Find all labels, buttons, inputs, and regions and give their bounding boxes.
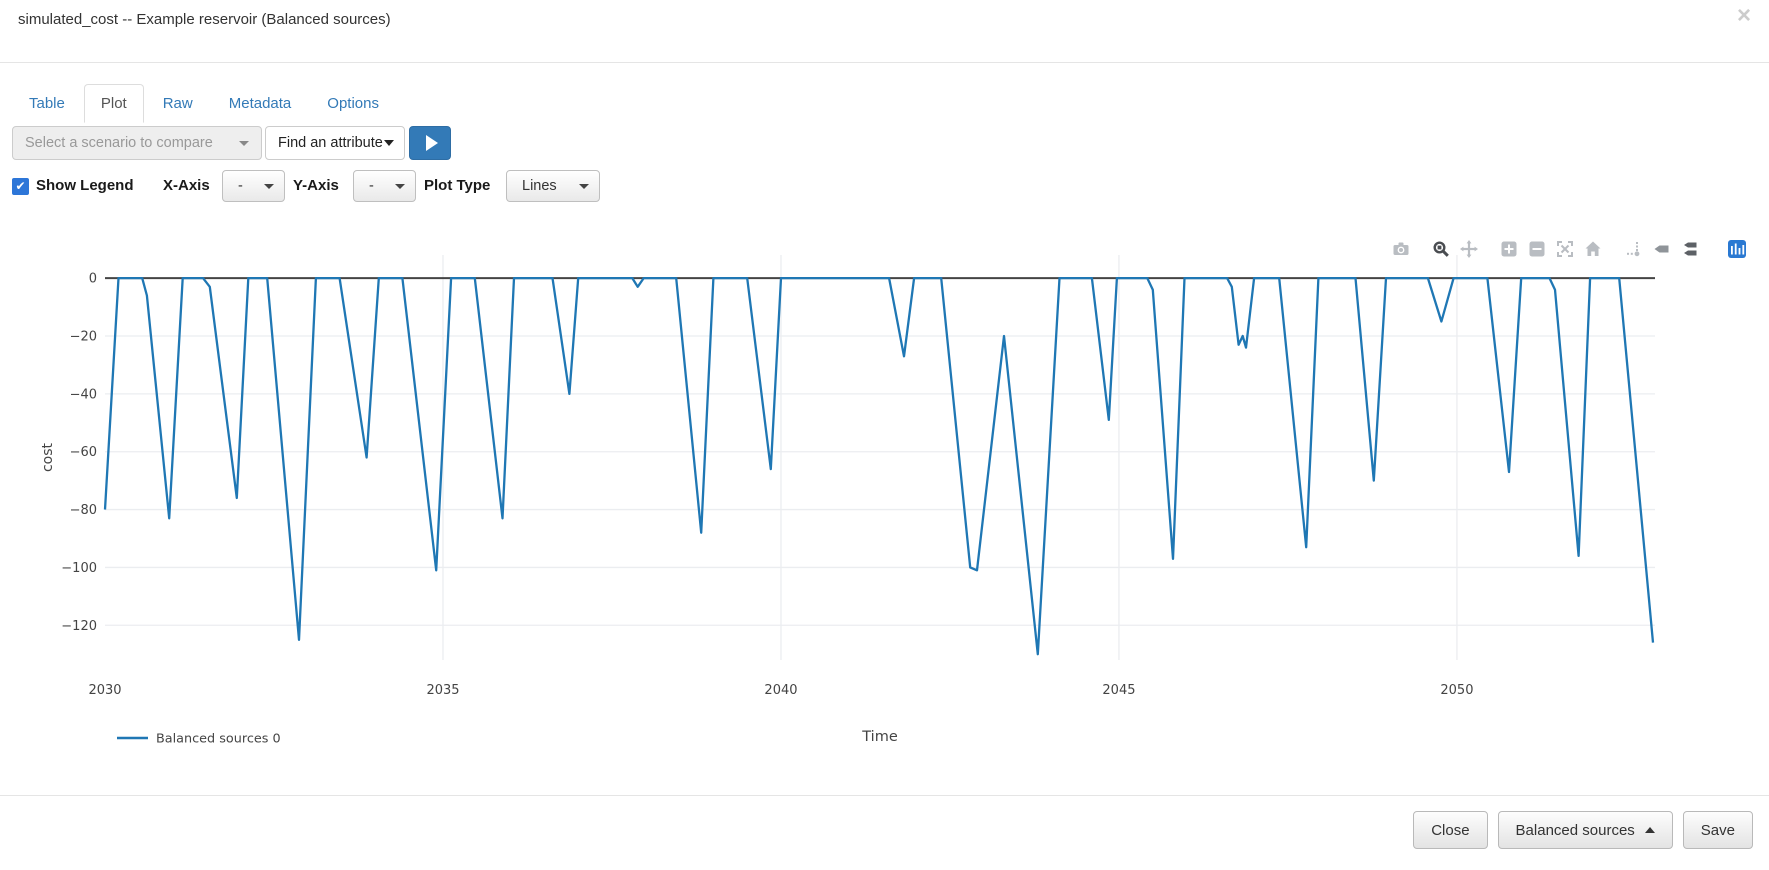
svg-text:−60: −60 [70,445,97,460]
plot-type-select-value: Lines [522,178,557,194]
x-axis-title: Time [861,729,898,745]
tab-plot[interactable]: Plot [83,84,144,123]
y-axis-label: Y-Axis [293,177,339,194]
svg-text:−100: −100 [61,561,97,576]
modebar-group [1500,240,1602,258]
x-axis-select[interactable]: - [222,170,285,202]
reset-axes-icon[interactable] [1584,240,1602,258]
button-label: Balanced sources [1515,821,1635,839]
legend[interactable]: Balanced sources 0 [117,732,281,747]
modebar-group [1392,240,1410,258]
zoom-in-icon[interactable] [1500,240,1518,258]
gridlines [105,255,1655,660]
attribute-select-value: Find an attribute [278,135,383,151]
chevron-down-icon [239,140,249,146]
play-icon [425,135,438,151]
tab-metadata[interactable]: Metadata [228,95,292,112]
x-axis-ticks: 2030 2035 2040 2045 2050 [88,683,1473,698]
chevron-down-icon [384,140,394,146]
plot-controls-row: ✔ Show Legend X-Axis - Y-Axis - Plot Typ… [0,170,1769,202]
y-axis-select[interactable]: - [353,170,416,202]
show-legend-label: Show Legend [36,177,134,194]
chevron-down-icon [264,183,274,189]
attribute-select[interactable]: Find an attribute [265,126,405,160]
svg-text:2045: 2045 [1102,683,1135,698]
cost-time-plot[interactable]: 2030 2035 2040 2045 2050 0 −20 −40 −60 −80 −100 −12… [0,210,1769,770]
zoom-icon[interactable] [1432,240,1450,258]
play-button[interactable] [409,126,451,160]
plotly-modebar [1392,240,1746,258]
chevron-up-icon [1644,827,1655,833]
balanced-sources-button[interactable]: Balanced sources [1497,811,1673,849]
plot-type-select[interactable]: Lines [506,170,600,202]
pan-icon[interactable] [1460,240,1478,258]
footer-divider [0,795,1769,796]
modebar-group [1432,240,1478,258]
spikelines-icon[interactable] [1624,240,1642,258]
plotly-logo-icon[interactable] [1728,240,1746,258]
zoom-out-icon[interactable] [1528,240,1546,258]
chevron-down-icon [579,183,589,189]
header-divider [0,62,1769,63]
footer-buttons: Close Balanced sources Save [1413,811,1753,849]
svg-text:2050: 2050 [1440,683,1473,698]
tab-bar: Table Plot Raw Metadata Options [12,84,398,123]
modebar-group [1624,240,1698,258]
y-axis-select-value: - [369,178,374,194]
x-axis-label: X-Axis [163,177,210,194]
chevron-down-icon [395,183,405,189]
svg-text:−120: −120 [61,619,97,634]
x-axis-select-value: - [238,178,243,194]
svg-text:2040: 2040 [764,683,797,698]
save-button[interactable]: Save [1682,811,1753,849]
scenario-compare-placeholder: Select a scenario to compare [25,135,213,151]
modebar-group [1728,240,1746,258]
hover-closest-icon[interactable] [1652,240,1670,258]
svg-text:0: 0 [89,272,97,287]
hover-compare-icon[interactable] [1680,240,1698,258]
y-axis-ticks: 0 −20 −40 −60 −80 −100 −120 [61,272,97,634]
svg-text:−20: −20 [70,330,97,345]
line-chart[interactable]: 2030 2035 2040 2045 2050 0 −20 −40 −60 −80 −100 −12… [0,210,1769,770]
autoscale-icon[interactable] [1556,240,1574,258]
button-label: Close [1431,821,1470,839]
series-line[interactable] [103,276,1655,656]
compare-controls-row: Select a scenario to compare Find an att… [0,126,1769,160]
svg-text:−40: −40 [70,387,97,402]
y-axis-title: cost [40,442,56,472]
legend-label: Balanced sources 0 [156,732,281,747]
close-button[interactable]: Close [1413,811,1488,849]
tab-raw[interactable]: Raw [162,95,193,112]
tab-table[interactable]: Table [29,95,65,112]
camera-icon[interactable] [1392,240,1410,258]
button-label: Save [1700,821,1735,839]
tab-options[interactable]: Options [327,95,379,112]
modal-title: simulated_cost -- Example reservoir (Bal… [18,11,391,28]
show-legend-checkbox[interactable]: ✔ [12,178,29,195]
svg-text:−80: −80 [70,503,97,518]
svg-text:2030: 2030 [88,683,121,698]
svg-text:2035: 2035 [426,683,459,698]
plot-type-label: Plot Type [424,177,491,194]
close-icon[interactable]: × [1736,2,1751,29]
scenario-compare-select[interactable]: Select a scenario to compare [12,126,262,160]
